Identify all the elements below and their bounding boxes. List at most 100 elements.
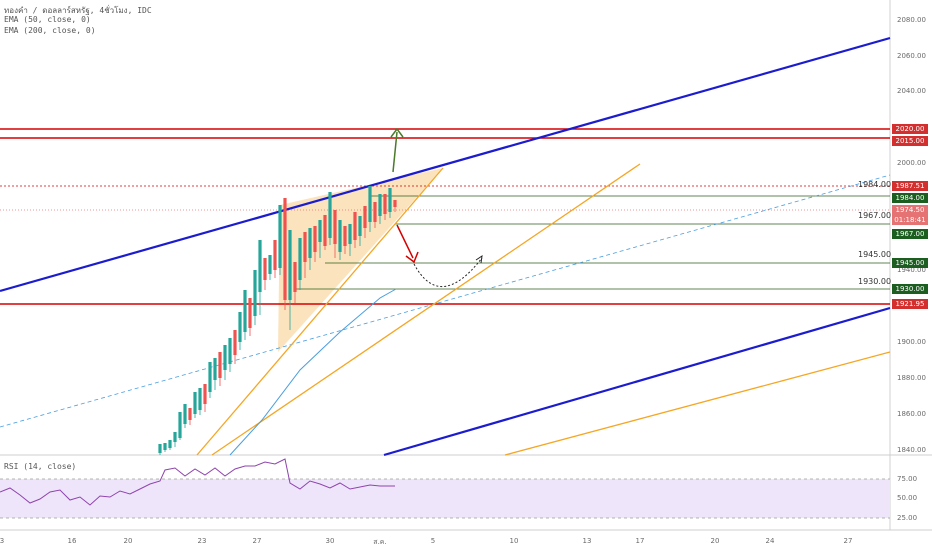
candle-body	[358, 216, 362, 236]
time-tick: 13	[582, 537, 592, 545]
time-tick: 20	[710, 537, 720, 545]
candle-body	[298, 238, 302, 280]
price-tag: 1945.00	[892, 258, 928, 268]
breakdown-arrow	[396, 224, 414, 259]
orange-trend-2	[211, 163, 641, 456]
breakout-arrow-up-head	[390, 127, 404, 138]
breakout-arrow-up	[392, 131, 398, 173]
candle-body	[333, 210, 337, 244]
projected-path-head	[475, 254, 483, 264]
candle-body	[193, 392, 197, 414]
orange-trend-1	[196, 167, 444, 456]
time-tick: 20	[123, 537, 133, 545]
level-label-1967: 1967.00	[858, 211, 892, 220]
time-tick: 30	[325, 537, 335, 545]
candle-body	[393, 200, 397, 207]
candle-body	[173, 432, 177, 442]
price-tick: 1840.00	[897, 446, 926, 454]
candle-body	[258, 240, 262, 292]
orange-trend-3	[504, 351, 891, 456]
price-tick: 1860.00	[897, 410, 926, 418]
candle-body	[363, 206, 367, 228]
candle-body	[243, 290, 247, 332]
time-tick: 10	[509, 537, 519, 545]
time-tick: 24	[765, 537, 775, 545]
candle-body	[178, 412, 182, 438]
price-tick: 2000.00	[897, 159, 926, 167]
main-pane-bg	[0, 0, 890, 455]
time-tick: 27	[252, 537, 262, 545]
channel-lower	[383, 306, 891, 457]
candle-body	[183, 404, 187, 424]
candle-body	[308, 228, 312, 258]
channel-upper	[0, 36, 891, 293]
price-tag: 1974.50	[892, 205, 928, 215]
candle-body	[278, 205, 282, 268]
candle-body	[293, 262, 297, 292]
candle-body	[378, 194, 382, 216]
ema50-legend[interactable]: EMA (50, close, 0)	[4, 15, 91, 24]
candle-body	[313, 226, 317, 252]
time-tick: 5	[430, 537, 436, 545]
triangle-pattern	[278, 168, 443, 352]
level-label-1945: 1945.00	[858, 250, 892, 259]
candle-body	[373, 202, 377, 222]
breakdown-arrow-head	[405, 251, 419, 264]
candle-body	[268, 255, 272, 274]
candle-body	[318, 220, 322, 242]
candle-body	[348, 224, 352, 244]
candle-body	[323, 215, 327, 246]
price-tick: 2080.00	[897, 16, 926, 24]
price-tag: 1967.00	[892, 229, 928, 239]
price-tick: 1900.00	[897, 338, 926, 346]
symbol-legend[interactable]: ทองคำ / ดอลลาร์สหรัฐ, 4ชั่วโมง, IDC	[4, 6, 152, 15]
rsi-tick-50: 50.00	[897, 494, 918, 502]
candle-body	[288, 230, 292, 300]
price-tag: 1921.95	[892, 299, 928, 309]
price-tag: 2020.00	[892, 124, 928, 134]
rsi-line	[0, 458, 395, 506]
candle-body	[208, 362, 212, 392]
candle-body	[383, 194, 387, 214]
rsi-legend[interactable]: RSI (14, close)	[4, 462, 77, 471]
time-tick: 17	[635, 537, 645, 545]
ema-line	[229, 288, 397, 456]
candle-body	[168, 440, 172, 448]
candle-body	[228, 338, 232, 364]
rsi-band	[0, 479, 890, 518]
candle-body	[163, 443, 167, 450]
price-tick: 1940.00	[897, 266, 926, 274]
candle-body	[233, 330, 237, 355]
candle-body	[223, 345, 227, 370]
price-tag: 1930.00	[892, 284, 928, 294]
level-label-1984: 1984.00	[858, 180, 892, 189]
price-tick: 1880.00	[897, 374, 926, 382]
price-tick: 2060.00	[897, 52, 926, 60]
level-label-1930: 1930.00	[858, 277, 892, 286]
rsi-tick-75: 75.00	[897, 475, 918, 483]
candle-body	[253, 270, 257, 316]
candle-body	[263, 258, 267, 280]
candle-body	[248, 298, 252, 328]
time-tick: 16	[67, 537, 77, 545]
candle-body	[303, 232, 307, 262]
candle-body	[188, 408, 192, 420]
time-tick: ส.ค.	[373, 538, 387, 546]
candle-body	[353, 212, 357, 240]
candle-body	[158, 444, 162, 453]
ema200-legend[interactable]: EMA (200, close, 0)	[4, 26, 96, 35]
candle-body	[283, 198, 287, 300]
candle-body	[338, 220, 342, 252]
candles-group	[158, 186, 397, 455]
price-tick: 2040.00	[897, 87, 926, 95]
candle-body	[238, 312, 242, 342]
price-tag: 1984.00	[892, 193, 928, 203]
candle-body	[198, 388, 202, 410]
time-tick: 23	[197, 537, 207, 545]
candle-body	[368, 186, 372, 222]
channel-mid	[0, 174, 891, 428]
price-tag: 01:18:41	[892, 215, 928, 225]
time-tick: 3	[0, 537, 5, 545]
